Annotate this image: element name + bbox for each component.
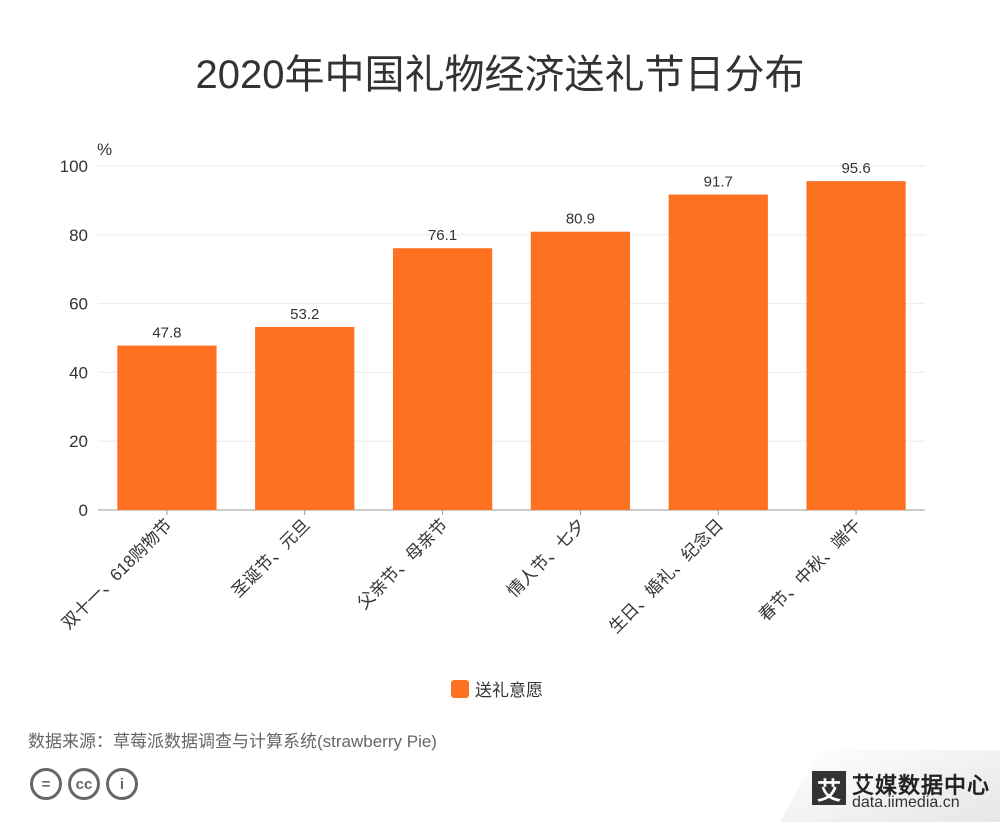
brand-name: 艾媒数据中心 bbox=[852, 773, 991, 798]
brand-url: data.iimedia.cn bbox=[852, 794, 960, 811]
y-tick-label: 80 bbox=[69, 226, 88, 245]
legend[interactable]: 送礼意愿 bbox=[451, 676, 543, 701]
y-tick-label: 60 bbox=[69, 295, 88, 314]
data-label: 95.6 bbox=[841, 160, 870, 177]
data-label: 91.7 bbox=[704, 174, 733, 191]
equals-icon: = bbox=[30, 768, 62, 800]
x-tick-label: 情人节、七夕 bbox=[504, 515, 590, 601]
chart-title: 2020年中国礼物经济送礼节日分布 bbox=[195, 53, 805, 97]
x-tick-label: 春节、中秋、端午 bbox=[755, 515, 865, 625]
license-icons: = cc i bbox=[30, 768, 138, 800]
x-tick-label: 圣诞节、元旦 bbox=[228, 515, 314, 601]
y-tick-label: 40 bbox=[69, 363, 88, 382]
bar-chart: 0 20 40 60 80 100% 47.8 双十一、618购物节 53.2 圣诞节、元旦 76.… bbox=[58, 140, 925, 637]
cc-icon: cc bbox=[68, 768, 100, 800]
data-source-note: 数据来源：草莓派数据调查与计算系统(strawberry Pie) bbox=[28, 732, 437, 751]
bar bbox=[255, 326, 355, 510]
data-label: 80.9 bbox=[566, 211, 595, 228]
y-tick-label: 100 bbox=[60, 157, 88, 176]
data-label: 47.8 bbox=[152, 325, 181, 342]
bar bbox=[117, 345, 217, 510]
y-axis-label: % bbox=[97, 140, 112, 159]
bar bbox=[392, 248, 493, 510]
data-label: 76.1 bbox=[428, 227, 457, 244]
x-tick-label: 父亲节、母亲节 bbox=[354, 515, 452, 613]
x-tick-label: 双十一、618购物节 bbox=[58, 515, 176, 633]
legend-label: 送礼意愿 bbox=[475, 681, 543, 700]
x-tick-label: 生日、婚礼、纪念日 bbox=[605, 515, 727, 637]
bar bbox=[530, 231, 631, 511]
person-icon: i bbox=[106, 768, 138, 800]
data-label: 53.2 bbox=[290, 306, 319, 323]
legend-swatch bbox=[451, 679, 469, 698]
bar bbox=[806, 181, 906, 511]
y-tick-label: 0 bbox=[79, 501, 88, 520]
brand-logo: 艾 bbox=[812, 771, 846, 805]
y-tick-label: 20 bbox=[69, 432, 88, 451]
bar bbox=[668, 194, 768, 510]
